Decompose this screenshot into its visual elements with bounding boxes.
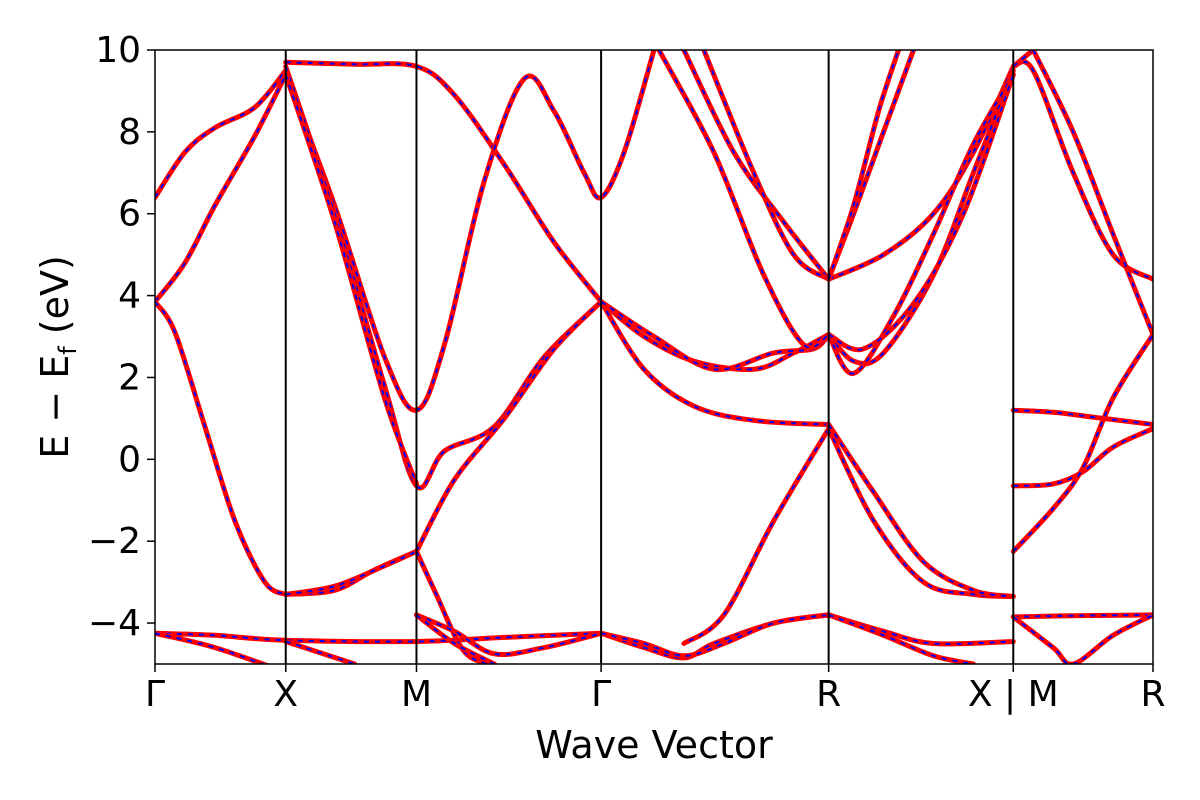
band-41-blue: [1013, 613, 1153, 618]
band-38-red: [1010, 407, 1153, 427]
y-tick-label-3: 4: [118, 276, 141, 317]
band-0-blue: [155, 69, 287, 198]
band-37-red: [1030, 50, 1153, 337]
band-5-red: [155, 630, 604, 645]
band-4-blue: [285, 550, 417, 596]
x-axis-ticks: Γ X M Γ R X | M R: [145, 664, 1166, 715]
band-25-blue: [827, 428, 1014, 598]
band-35-blue: [1013, 60, 1153, 281]
band-2-blue: [155, 301, 287, 596]
band-31-blue: [827, 50, 900, 280]
band-2-red: [155, 299, 289, 597]
band-40-blue: [1012, 333, 1153, 553]
band-8-blue: [284, 50, 655, 412]
band-10-red: [283, 72, 419, 487]
band-29-blue: [828, 65, 1015, 281]
y-tick-label-1: 8: [118, 112, 141, 153]
band-22-red: [701, 50, 832, 282]
y-axis-label-main: E − E: [33, 355, 77, 459]
band-42-blue: [1012, 614, 1153, 664]
x-axis-label: Wave Vector: [535, 723, 773, 767]
band-13-blue: [285, 640, 355, 664]
band-25-red: [826, 426, 1016, 599]
y-tick-label-7: −4: [88, 603, 141, 644]
band-0-red: [155, 68, 289, 200]
band-17-red: [598, 612, 832, 659]
band-39-blue: [1013, 427, 1153, 487]
band-28-blue: [828, 613, 974, 664]
x-tick-label-1: X: [273, 674, 298, 715]
y-axis-label-subscript: f: [54, 346, 82, 355]
band-27-red: [826, 612, 1016, 647]
band-33-blue: [827, 74, 1015, 375]
band-26-blue: [827, 423, 1014, 598]
kpoint-divider-lines: [284, 50, 1015, 664]
band-4-red: [283, 548, 419, 597]
y-axis-label: E − Ef (eV): [33, 255, 82, 459]
band-35-red: [1010, 59, 1153, 282]
x-tick-label-5: X | M: [968, 674, 1059, 715]
band-31-red: [826, 50, 901, 282]
band-26-red: [826, 422, 1016, 599]
band-15-blue: [415, 614, 495, 664]
band-34-blue: [828, 74, 1015, 351]
x-tick-label-4: R: [816, 674, 841, 715]
band-7-blue: [285, 61, 602, 303]
x-tick-label-0: Γ: [145, 674, 165, 715]
band-23-blue: [658, 50, 830, 349]
band-42-red: [1010, 612, 1153, 664]
y-axis-label-unit: (eV): [33, 255, 77, 346]
band-29-red: [826, 63, 1016, 282]
y-tick-label-4: 2: [118, 357, 141, 398]
band-18-red: [598, 299, 832, 427]
band-1-red: [155, 72, 289, 305]
band-21-blue: [683, 50, 830, 280]
band-9-blue: [284, 66, 602, 489]
band-11-blue: [415, 300, 602, 552]
y-tick-label-6: −2: [88, 521, 141, 562]
band-18-blue: [600, 301, 829, 426]
x-tick-label-3: Γ: [591, 674, 611, 715]
band-7-red: [283, 59, 604, 305]
band-lines: [155, 50, 1153, 664]
y-tick-label-2: 6: [118, 194, 141, 235]
x-tick-label-2: M: [401, 674, 432, 715]
x-tick-label-6: R: [1140, 674, 1165, 715]
band-14-blue: [416, 613, 602, 656]
y-tick-label-0: 10: [95, 30, 141, 71]
band-22-blue: [702, 50, 830, 281]
band-24-red: [681, 426, 832, 646]
y-axis-ticks: 10 8 6 4 2 0 −2 −4: [88, 30, 155, 644]
band-1-blue: [155, 74, 287, 303]
band-9-red: [283, 63, 604, 491]
band-6-blue: [155, 632, 266, 664]
band-32-red: [826, 68, 1016, 367]
band-21-red: [681, 50, 832, 282]
band-5-blue: [155, 632, 602, 643]
y-tick-label-5: 0: [118, 439, 141, 480]
band-23-red: [656, 50, 832, 351]
band-32-blue: [827, 70, 1015, 365]
band-12-blue: [415, 550, 495, 664]
plot-frame: [154, 49, 1154, 665]
